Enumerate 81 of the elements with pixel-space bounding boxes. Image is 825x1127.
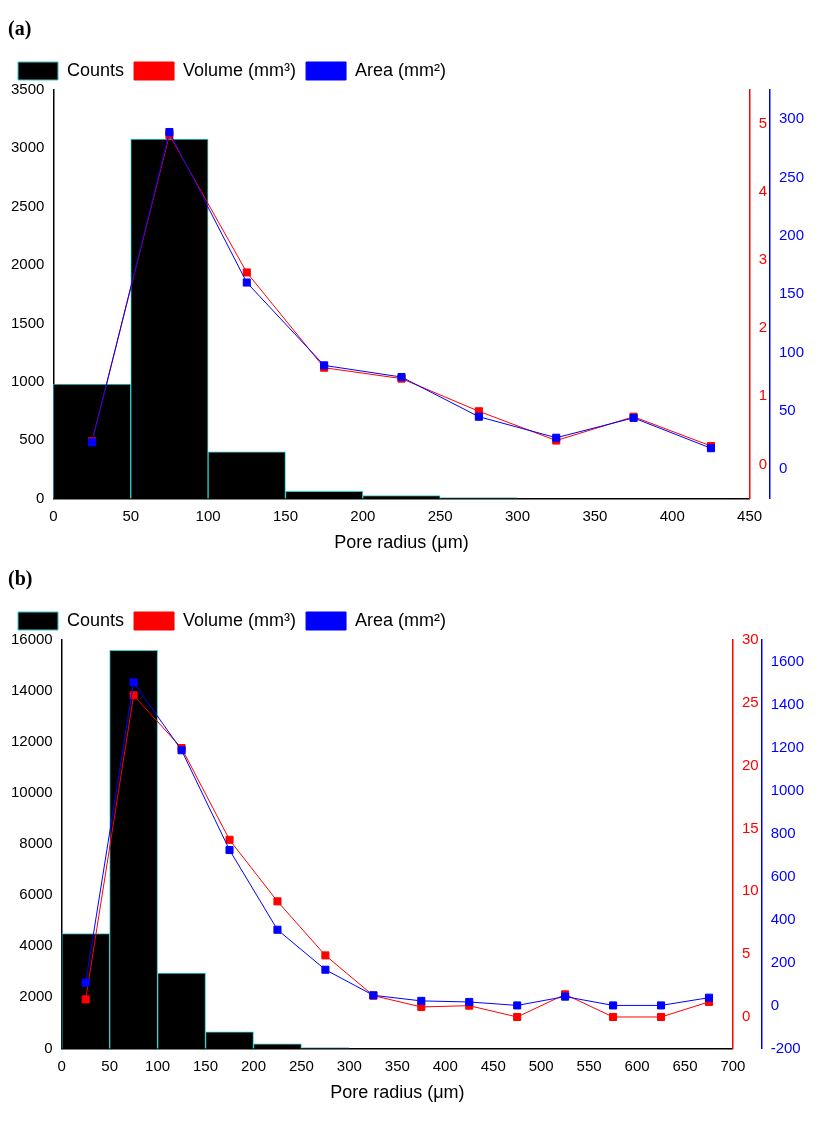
- y3-tick-label: 800: [770, 823, 796, 841]
- y3-tick-label: 200: [770, 952, 796, 970]
- y-tick-label: 4000: [19, 936, 53, 954]
- y3-tick-label: 400: [770, 909, 796, 927]
- y3-tick-label: 150: [778, 284, 804, 302]
- x-tick-label: 200: [350, 506, 376, 524]
- y2-tick-label: 4: [758, 182, 767, 200]
- y2-tick-label: 20: [741, 755, 759, 773]
- y-tick-label: 14000: [10, 681, 53, 699]
- x-tick-label: 200: [240, 1056, 267, 1074]
- y2-tick-label: 5: [758, 114, 767, 132]
- y-tick-label: 0: [36, 488, 45, 506]
- x-tick-label: 600: [624, 1056, 650, 1074]
- y3-tick-label: 200: [778, 226, 804, 243]
- y3-tick-label: 1200: [770, 737, 805, 755]
- chart-title: (a): [8, 17, 32, 41]
- x-tick-label: 300: [505, 506, 531, 524]
- x-tick-label: 350: [582, 506, 608, 524]
- y-tick-label: 2000: [19, 987, 53, 1005]
- y-tick-label: 16000: [10, 630, 53, 648]
- x-tick-label: 0: [57, 1056, 66, 1074]
- y-tick-label: 12000: [10, 732, 53, 750]
- y-tick-label: 1000: [10, 371, 45, 389]
- y3-tick-label: 0: [778, 459, 788, 477]
- y3-tick-label: 250: [778, 167, 804, 185]
- y-tick-label: 1500: [10, 313, 45, 331]
- x-tick-label: 700: [720, 1056, 746, 1074]
- y3-tick-label: 0: [770, 995, 779, 1013]
- y2-tick-label: 0: [758, 454, 767, 472]
- y2-tick-label: 0: [741, 1007, 751, 1025]
- x-axis-title: Pore radius (μm): [334, 532, 469, 553]
- y-tick-label: 10000: [10, 783, 53, 801]
- y2-tick-label: 25: [741, 692, 759, 710]
- x-tick-label: 300: [336, 1056, 362, 1074]
- x-tick-label: 250: [427, 506, 453, 524]
- x-tick-label: 400: [659, 506, 685, 524]
- y-tick-label: 3500: [10, 80, 45, 98]
- y2-tick-label: 30: [741, 630, 759, 648]
- x-tick-label: 250: [288, 1056, 314, 1074]
- x-tick-label: 650: [672, 1056, 698, 1074]
- x-tick-label: 150: [193, 1056, 219, 1074]
- y2-tick-label: 10: [741, 881, 759, 899]
- y-tick-label: 8000: [19, 834, 53, 852]
- x-tick-label: 550: [576, 1056, 602, 1074]
- y2-tick-label: 5: [741, 944, 751, 962]
- y2-tick-label: 3: [758, 250, 767, 268]
- chart-title: (b): [8, 567, 33, 591]
- legend-label: Area (mm²): [355, 59, 447, 80]
- x-tick-label: 50: [101, 1056, 118, 1074]
- y-tick-label: 2000: [10, 255, 45, 273]
- y-tick-label: 500: [19, 430, 45, 448]
- legend-label: Counts: [67, 609, 125, 630]
- legend-label: Volume (mm³): [183, 59, 297, 80]
- y3-tick-label: 1600: [770, 651, 805, 669]
- y2-tick-label: 2: [758, 318, 767, 336]
- x-tick-label: 100: [195, 506, 221, 524]
- y-tick-label: 0: [44, 1038, 53, 1056]
- y2-tick-label: 15: [741, 818, 759, 836]
- y3-tick-label: 600: [770, 866, 796, 884]
- x-tick-label: 450: [480, 1056, 506, 1074]
- legend-label: Counts: [67, 59, 125, 80]
- y2-tick-label: 1: [758, 386, 767, 404]
- y3-tick-label: 1400: [770, 694, 805, 712]
- y3-tick-label: 1000: [770, 780, 805, 798]
- x-tick-label: 400: [432, 1056, 458, 1074]
- x-tick-label: 500: [528, 1056, 554, 1074]
- x-tick-label: 100: [145, 1056, 171, 1074]
- y-tick-label: 2500: [10, 196, 45, 214]
- y3-tick-label: -200: [770, 1038, 801, 1056]
- x-tick-label: 50: [122, 506, 140, 524]
- x-tick-label: 150: [272, 506, 298, 524]
- legend-label: Area (mm²): [355, 609, 447, 630]
- x-tick-label: 350: [384, 1056, 410, 1074]
- x-tick-label: 450: [737, 506, 763, 524]
- y-tick-label: 3000: [10, 138, 45, 156]
- y-tick-label: 6000: [19, 885, 53, 903]
- y3-tick-label: 50: [778, 401, 796, 419]
- y3-tick-label: 300: [778, 109, 804, 127]
- x-axis-title: Pore radius (μm): [330, 1082, 465, 1103]
- legend-label: Volume (mm³): [183, 609, 297, 630]
- y3-tick-label: 100: [778, 342, 804, 360]
